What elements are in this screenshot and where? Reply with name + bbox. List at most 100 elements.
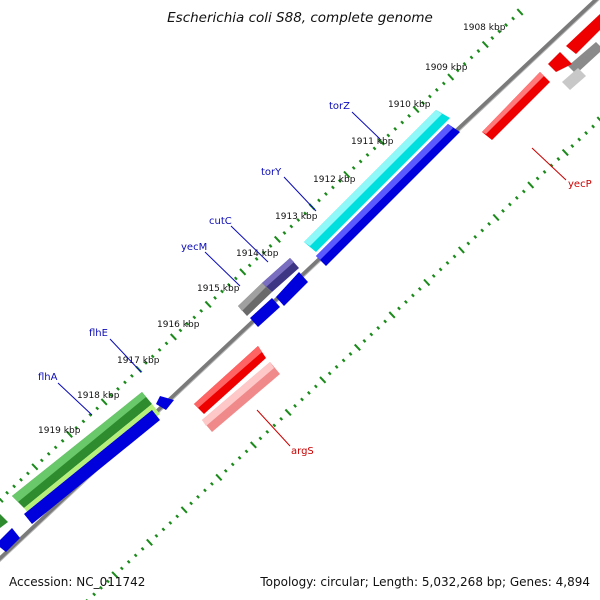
tick-mark — [372, 146, 377, 151]
tick-mark — [317, 198, 321, 203]
tick-mark — [169, 333, 177, 341]
gene-small-blue-1[interactable] — [276, 272, 308, 306]
gene-blue-feature-shade — [316, 124, 453, 260]
tick-mark — [577, 137, 582, 142]
tick-mark — [549, 163, 554, 168]
gene-flhA-feature[interactable] — [12, 392, 152, 508]
gene-blue-arrow-2[interactable] — [156, 396, 174, 410]
tick-mark — [397, 306, 401, 311]
tick-mark — [447, 73, 455, 81]
tick-mark — [393, 127, 398, 131]
tick-mark — [272, 423, 277, 428]
tick-mark — [542, 170, 547, 174]
tick-mark — [343, 170, 351, 179]
tick-mark — [423, 278, 431, 287]
tick-mark — [150, 354, 155, 359]
tick-mark — [157, 347, 162, 352]
tick-mark — [313, 384, 318, 389]
gene-gray-topright[interactable] — [568, 42, 600, 74]
gene-argS-feature-shade — [194, 346, 262, 408]
tick-mark — [353, 343, 361, 351]
tick-mark — [249, 441, 257, 449]
tick-mark — [164, 341, 169, 346]
gene-label-flhA[interactable]: flhA — [38, 372, 58, 383]
gene-red-topright-1[interactable] — [566, 14, 600, 54]
tick-mark — [106, 579, 110, 584]
tick-mark — [143, 360, 148, 365]
tick-mark — [445, 261, 450, 265]
kbp-label: 1911 kbp — [351, 137, 394, 147]
gene-label-yecP[interactable]: yecP — [568, 179, 592, 190]
tick-mark — [126, 559, 131, 564]
gene-label-cutC[interactable]: cutC — [209, 216, 232, 227]
tick-mark — [516, 8, 524, 16]
tick-mark — [351, 166, 356, 170]
gene-red-topright-2[interactable] — [548, 52, 572, 72]
tick-mark — [99, 585, 103, 590]
tick-mark — [247, 263, 252, 268]
tick-mark — [337, 179, 342, 183]
gene-blue-long[interactable] — [24, 410, 160, 524]
gene-lightgray-topright[interactable] — [562, 68, 586, 90]
kbp-label: 1909 kbp — [425, 63, 468, 73]
tick-mark — [226, 282, 231, 287]
tick-mark — [237, 455, 242, 460]
gene-label-torZ[interactable]: torZ — [329, 101, 350, 112]
tick-mark — [284, 408, 292, 416]
gene-yecM-feature[interactable] — [238, 283, 272, 316]
tick-mark — [12, 484, 17, 489]
gene-yecP-feature[interactable] — [482, 72, 550, 140]
tick-mark — [258, 436, 263, 441]
tick-mark — [481, 40, 489, 49]
tick-tracks — [0, 8, 600, 600]
tick-mark — [434, 88, 439, 92]
gene-label-flhE[interactable]: flhE — [89, 328, 108, 339]
tick-mark — [161, 527, 166, 532]
gene-torZ-feature[interactable] — [304, 110, 450, 252]
kbp-label: 1914 kbp — [236, 249, 279, 259]
tick-mark — [331, 185, 335, 190]
tick-mark — [497, 29, 502, 34]
tick-mark — [421, 101, 425, 105]
tick-mark — [514, 196, 519, 200]
tick-mark — [203, 488, 207, 493]
forward-strand-features — [0, 110, 460, 552]
gene-yecM-feature-shade — [238, 283, 266, 311]
gene-cutC-feature-shade — [262, 258, 294, 287]
gene-yecP-feature-shade — [482, 72, 544, 134]
leader-cutC — [230, 225, 269, 263]
gene-blue-edge[interactable] — [0, 528, 20, 552]
tick-mark — [66, 430, 73, 438]
tick-mark — [178, 328, 183, 333]
gene-label-torY[interactable]: torY — [261, 167, 282, 178]
tick-mark — [490, 36, 495, 40]
tick-mark — [199, 308, 204, 313]
tick-mark — [411, 293, 415, 298]
tick-mark — [404, 300, 408, 304]
leader-flhE — [109, 338, 142, 373]
tick-mark — [303, 211, 308, 216]
tick-mark — [220, 289, 224, 294]
gene-label-argS[interactable]: argS — [291, 446, 314, 457]
tick-mark — [239, 268, 247, 276]
tick-mark — [407, 114, 411, 118]
gene-green-edge[interactable] — [0, 514, 8, 528]
tick-mark — [26, 471, 30, 476]
tick-mark — [60, 438, 65, 443]
tick-mark — [279, 416, 284, 421]
tick-mark — [293, 403, 297, 408]
gene-blue-feature[interactable] — [316, 124, 460, 266]
gene-label-yecM[interactable]: yecM — [181, 242, 207, 253]
gene-small-blue-2[interactable] — [250, 298, 280, 327]
tick-mark — [487, 222, 491, 226]
tick-mark — [296, 218, 301, 222]
tick-mark — [5, 490, 10, 495]
tick-mark — [140, 546, 145, 551]
tick-mark — [74, 425, 79, 430]
tick-mark — [417, 287, 422, 291]
tick-mark — [457, 246, 465, 254]
gene-cutC-feature[interactable] — [262, 258, 299, 292]
tick-mark — [215, 473, 223, 481]
tick-mark — [441, 81, 446, 86]
tick-mark — [196, 494, 200, 499]
